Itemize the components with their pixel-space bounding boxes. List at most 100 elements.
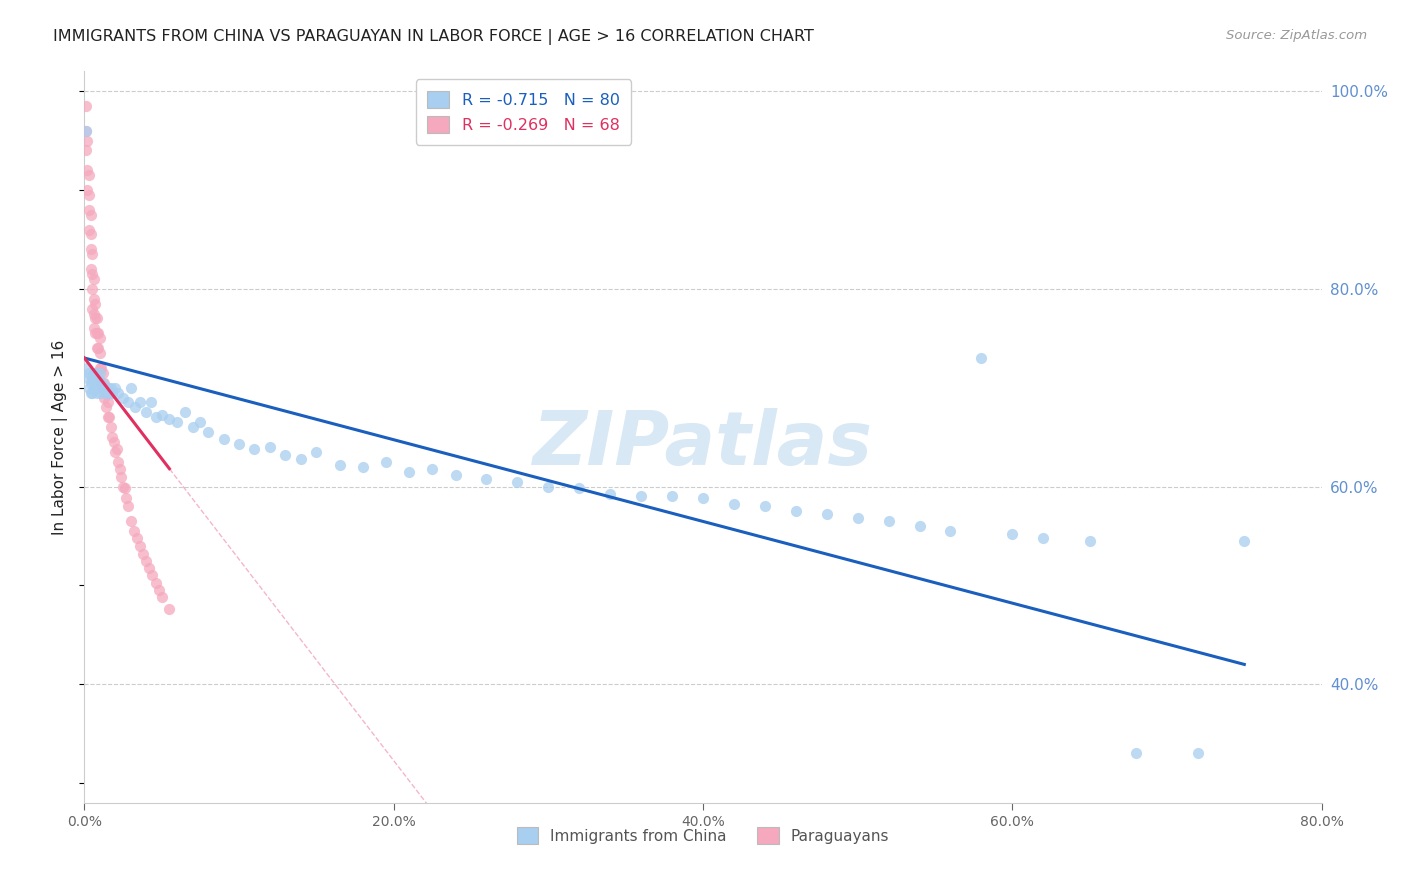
Point — [82, 247, 104, 261]
Point — [91, 366, 114, 380]
Point — [96, 381, 118, 395]
Point — [93, 381, 115, 395]
Point — [84, 326, 107, 341]
Point — [75, 144, 97, 158]
Point — [166, 415, 188, 429]
Point — [84, 296, 107, 310]
Point — [104, 381, 127, 395]
Point — [120, 514, 142, 528]
Point — [89, 331, 111, 345]
Point — [259, 440, 281, 454]
Point — [87, 381, 110, 395]
Point — [83, 366, 105, 380]
Point — [754, 500, 776, 514]
Point — [82, 301, 104, 316]
Point — [110, 469, 132, 483]
Point — [661, 489, 683, 503]
Point — [77, 168, 100, 182]
Point — [112, 479, 135, 493]
Point — [188, 415, 211, 429]
Point — [212, 432, 235, 446]
Point — [1233, 533, 1256, 548]
Point — [86, 326, 108, 341]
Point — [475, 472, 498, 486]
Point — [86, 311, 108, 326]
Point — [139, 395, 162, 409]
Point — [77, 188, 100, 202]
Point — [107, 385, 129, 400]
Y-axis label: In Labor Force | Age > 16: In Labor Force | Age > 16 — [52, 340, 69, 534]
Point — [785, 504, 807, 518]
Point — [305, 445, 328, 459]
Point — [352, 459, 374, 474]
Point — [100, 381, 122, 395]
Point — [79, 385, 101, 400]
Point — [174, 405, 197, 419]
Point — [124, 401, 146, 415]
Point — [117, 500, 139, 514]
Point — [83, 306, 105, 320]
Point — [537, 479, 560, 493]
Point — [83, 292, 105, 306]
Point — [83, 272, 105, 286]
Point — [89, 360, 111, 375]
Point — [101, 430, 124, 444]
Point — [76, 183, 98, 197]
Text: Source: ZipAtlas.com: Source: ZipAtlas.com — [1226, 29, 1367, 43]
Point — [82, 282, 104, 296]
Point — [79, 227, 101, 242]
Point — [89, 366, 111, 380]
Point — [115, 491, 138, 506]
Point — [90, 360, 112, 375]
Point — [76, 371, 98, 385]
Point — [145, 576, 167, 591]
Point — [1001, 527, 1024, 541]
Point — [122, 524, 145, 538]
Point — [87, 341, 110, 355]
Point — [94, 385, 117, 400]
Point — [86, 385, 108, 400]
Point — [84, 311, 107, 326]
Point — [100, 420, 122, 434]
Point — [107, 455, 129, 469]
Point — [374, 455, 398, 469]
Point — [228, 437, 250, 451]
Point — [83, 381, 105, 395]
Text: ZIPatlas: ZIPatlas — [533, 408, 873, 481]
Point — [506, 475, 529, 489]
Point — [84, 376, 107, 390]
Point — [114, 482, 136, 496]
Point — [105, 442, 128, 456]
Point — [91, 381, 114, 395]
Point — [94, 401, 117, 415]
Point — [181, 420, 204, 434]
Point — [96, 410, 118, 425]
Point — [274, 448, 297, 462]
Point — [723, 497, 745, 511]
Point — [108, 461, 131, 475]
Point — [77, 222, 100, 236]
Point — [290, 451, 312, 466]
Point — [599, 487, 621, 501]
Point — [568, 482, 591, 496]
Point — [86, 341, 108, 355]
Point — [135, 554, 157, 568]
Point — [117, 395, 139, 409]
Point — [135, 405, 157, 419]
Point — [148, 583, 170, 598]
Point — [89, 381, 111, 395]
Point — [91, 376, 114, 390]
Point — [82, 267, 104, 281]
Point — [93, 376, 115, 390]
Point — [129, 539, 152, 553]
Point — [939, 524, 962, 538]
Point — [82, 385, 104, 400]
Point — [96, 395, 118, 409]
Point — [87, 326, 110, 341]
Point — [79, 262, 101, 277]
Point — [692, 491, 714, 506]
Point — [125, 531, 148, 545]
Point — [77, 381, 100, 395]
Point — [630, 489, 652, 503]
Point — [150, 409, 173, 423]
